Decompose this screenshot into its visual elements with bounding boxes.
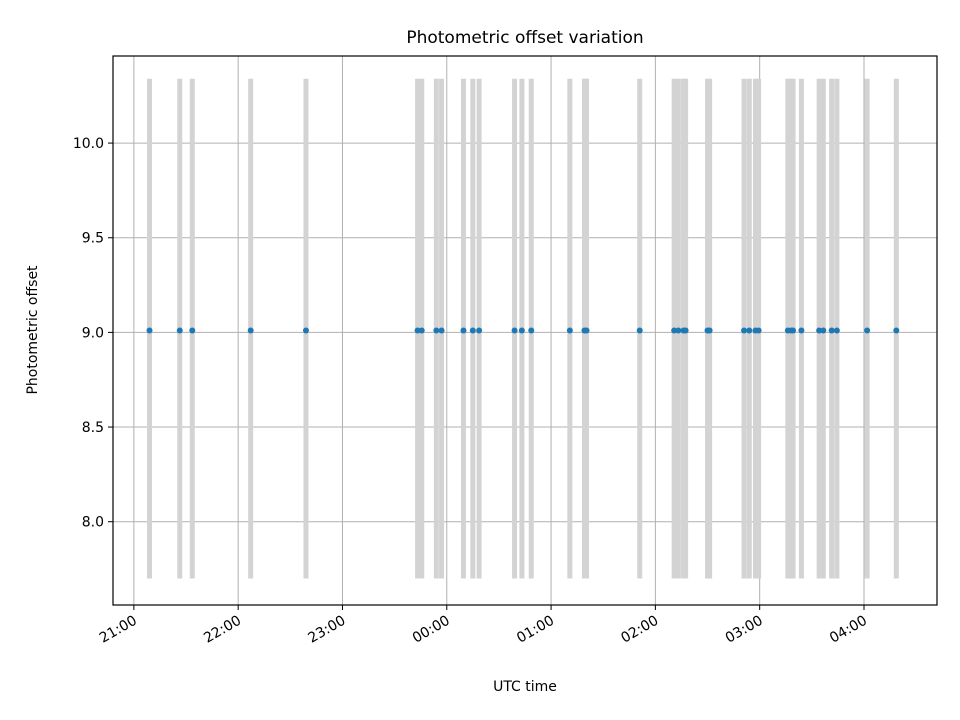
data-point [438,327,445,334]
data-point [414,327,421,334]
data-point [146,327,153,334]
data-point [511,327,518,334]
data-point [189,327,196,334]
y-tick-label: 9.0 [82,325,104,341]
data-point [418,327,425,334]
data-point [671,327,678,334]
data-point [583,327,590,334]
data-point [460,327,467,334]
data-point [476,327,483,334]
plot-frame [112,55,938,606]
y-tick-label: 8.5 [82,420,104,436]
data-point [682,327,689,334]
data-point [893,327,900,334]
y-tick-label: 8.0 [82,515,104,531]
y-tick-label: 10.0 [73,136,104,152]
data-point [741,327,748,334]
data-points [146,327,900,334]
data-point [566,327,573,334]
y-axis: 8.0 8.5 9.0 9.5 10.0 [73,136,113,531]
data-point [828,327,835,334]
data-point [798,327,805,334]
y-tick-label: 9.5 [82,231,104,247]
data-point [816,327,823,334]
data-point [302,327,309,334]
data-point [706,327,713,334]
data-point [755,327,762,334]
data-point [790,327,797,334]
x-axis-label: UTC time [493,679,557,695]
data-point [469,327,476,334]
data-point [675,327,682,334]
data-point [433,327,440,334]
chart-title: Photometric offset variation [406,28,643,48]
data-point [176,327,183,334]
data-point [820,327,827,334]
data-point [746,327,753,334]
data-point [636,327,643,334]
y-axis-label: Photometric offset [25,265,41,395]
data-point [864,327,871,334]
data-point [518,327,525,334]
data-point [833,327,840,334]
data-point [247,327,254,334]
data-point [528,327,535,334]
